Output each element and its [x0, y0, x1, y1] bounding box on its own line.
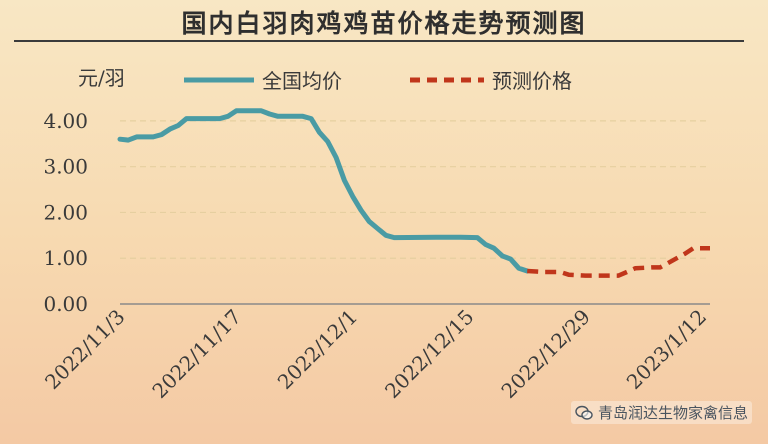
x-tick-label: 2022/12/29	[496, 305, 594, 403]
y-unit-label: 元/羽	[78, 66, 125, 90]
y-tick-label: 1.00	[43, 246, 88, 270]
series-line-forecast	[527, 245, 710, 278]
x-tick-label: 2022/12/15	[380, 305, 478, 403]
x-tick-label: 2023/1/12	[622, 305, 711, 394]
y-tick-label: 0.00	[43, 292, 88, 316]
watermark: 青岛润达生物家禽信息	[570, 401, 752, 424]
y-tick-label: 3.00	[43, 155, 88, 179]
y-tick-label: 4.00	[43, 109, 88, 133]
watermark-text: 青岛润达生物家禽信息	[597, 404, 748, 422]
x-tick-label: 2022/12/1	[273, 305, 362, 394]
series-line-actual	[117, 108, 530, 274]
x-tick-label: 2022/11/17	[147, 305, 245, 403]
legend-label-forecast: 预测价格	[492, 69, 572, 93]
title-divider	[14, 40, 744, 42]
y-tick-label: 2.00	[43, 200, 88, 224]
x-tick-label: 2022/11/3	[40, 305, 129, 394]
wechat-icon	[575, 405, 593, 420]
chart-title: 国内白羽肉鸡鸡苗价格走势预测图	[181, 9, 587, 38]
legend-label-actual: 全国均价	[262, 69, 342, 93]
